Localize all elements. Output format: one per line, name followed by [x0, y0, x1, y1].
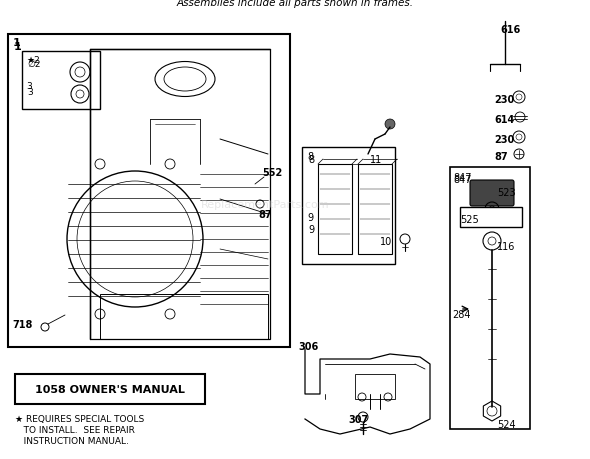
- Text: 718: 718: [12, 319, 32, 329]
- Text: 11: 11: [370, 155, 382, 165]
- Text: 10: 10: [380, 236, 392, 246]
- Text: 525: 525: [460, 214, 478, 224]
- Text: 230: 230: [494, 134, 514, 145]
- Text: ★2: ★2: [26, 56, 40, 65]
- Text: 552: 552: [262, 168, 282, 178]
- Text: ★ REQUIRES SPECIAL TOOLS: ★ REQUIRES SPECIAL TOOLS: [15, 414, 144, 423]
- Circle shape: [385, 120, 395, 130]
- Text: INSTRUCTION MANUAL.: INSTRUCTION MANUAL.: [15, 436, 129, 445]
- Text: 307: 307: [348, 414, 368, 424]
- Text: 616: 616: [500, 25, 520, 35]
- Text: 9: 9: [307, 213, 313, 223]
- Text: 847: 847: [453, 174, 471, 185]
- FancyBboxPatch shape: [470, 180, 514, 207]
- Bar: [460, 207, 522, 228]
- Text: 8: 8: [307, 151, 313, 162]
- Text: Assemblies include all parts shown in frames.: Assemblies include all parts shown in fr…: [176, 0, 414, 8]
- Bar: [15, 374, 205, 404]
- Bar: [22, 52, 100, 110]
- Text: ∅2: ∅2: [27, 60, 41, 69]
- Text: 847: 847: [453, 173, 471, 183]
- Text: 8: 8: [308, 155, 314, 165]
- Text: 9: 9: [308, 224, 314, 235]
- Text: 614: 614: [494, 115, 514, 125]
- Text: 1: 1: [14, 42, 22, 52]
- Bar: [302, 148, 395, 264]
- Text: 284: 284: [452, 309, 470, 319]
- Bar: [100, 294, 268, 339]
- Bar: [355, 374, 395, 399]
- Text: 3: 3: [27, 88, 33, 97]
- Bar: [450, 168, 530, 429]
- Bar: [8, 35, 290, 347]
- Text: 116: 116: [497, 241, 516, 252]
- Text: 87: 87: [494, 151, 507, 162]
- Text: 87: 87: [258, 210, 271, 219]
- Text: 230: 230: [494, 95, 514, 105]
- Bar: [318, 165, 352, 254]
- Text: 306: 306: [298, 341, 318, 351]
- Text: 524: 524: [497, 419, 516, 429]
- Bar: [358, 165, 392, 254]
- Bar: [90, 50, 270, 339]
- Text: 1: 1: [13, 38, 21, 48]
- Text: ReplacementParts.com: ReplacementParts.com: [201, 200, 329, 210]
- Text: 523: 523: [497, 188, 516, 197]
- Text: TO INSTALL.  SEE REPAIR: TO INSTALL. SEE REPAIR: [15, 425, 135, 434]
- Text: 3: 3: [26, 82, 32, 91]
- Text: 1058 OWNER'S MANUAL: 1058 OWNER'S MANUAL: [35, 384, 185, 394]
